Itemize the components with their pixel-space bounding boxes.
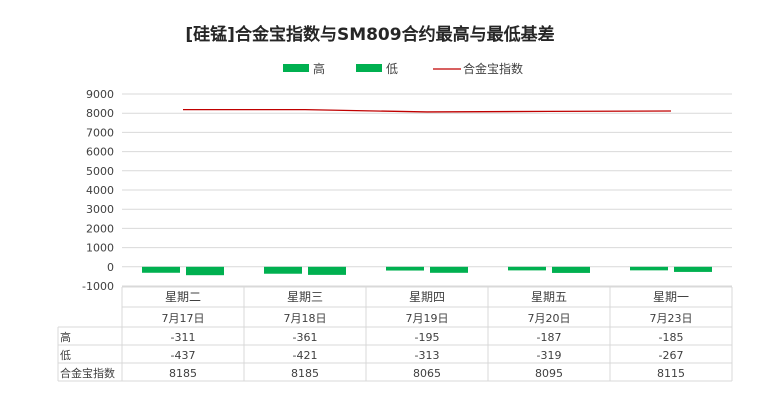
table-cell: -267 xyxy=(659,349,684,362)
x-date-label: 7月20日 xyxy=(528,312,571,325)
y-tick-label: 9000 xyxy=(86,88,114,101)
index-line-path xyxy=(183,108,672,113)
y-tick-label: 5000 xyxy=(86,165,114,178)
table-cell: -361 xyxy=(293,331,318,344)
legend-label: 合金宝指数 xyxy=(463,61,523,76)
gridlines xyxy=(122,93,732,287)
table-row-label: 低 xyxy=(60,349,71,362)
y-tick-label: 6000 xyxy=(86,146,114,159)
y-tick-label: 1000 xyxy=(86,242,114,255)
bar-high xyxy=(386,266,424,271)
bar-low xyxy=(674,266,712,272)
table-cell: -319 xyxy=(537,349,562,362)
y-tick-label: 7000 xyxy=(86,126,114,139)
data-table: 星期二 7月17日 星期三 7月18日 星期四 7月19日 星期五 7月20日 星期一 7月23日… xyxy=(57,286,733,382)
x-date-label: 7月23日 xyxy=(650,312,693,325)
bar-high xyxy=(142,266,180,273)
table-cell: -195 xyxy=(415,331,440,344)
y-tick-label: 0 xyxy=(107,261,114,274)
x-date-label: 7月17日 xyxy=(162,312,205,325)
table-cell: -185 xyxy=(659,331,684,344)
y-tick-label: 2000 xyxy=(86,222,114,235)
x-category-label: 星期四 xyxy=(409,290,445,304)
bar-high xyxy=(508,266,546,271)
x-category-label: 星期五 xyxy=(531,290,567,304)
table-cell: 8115 xyxy=(657,367,685,380)
table-cell: -187 xyxy=(537,331,562,344)
bar-high xyxy=(264,266,302,274)
table-cell: 8185 xyxy=(291,367,319,380)
legend-swatch xyxy=(356,64,382,72)
table-cell: 8065 xyxy=(413,367,441,380)
y-tick-label: 4000 xyxy=(86,184,114,197)
x-category-label: 星期三 xyxy=(287,290,323,304)
table-cell: -313 xyxy=(415,349,440,362)
bars xyxy=(142,266,712,276)
table-cell: -437 xyxy=(171,349,196,362)
x-category-label: 星期二 xyxy=(165,290,201,304)
y-tick-label: 3000 xyxy=(86,203,114,216)
y-tick-label: 8000 xyxy=(86,107,114,120)
table-row-label: 高 xyxy=(60,330,71,344)
index-line xyxy=(183,108,672,113)
legend-swatch xyxy=(283,64,309,72)
chart-title: [硅锰]合金宝指数与SM809合约最高与最低基差 xyxy=(185,24,554,45)
bar-low xyxy=(552,266,590,273)
bar-low xyxy=(186,266,224,276)
bar-low xyxy=(308,266,346,275)
table-cell: 8095 xyxy=(535,367,563,380)
x-date-label: 7月19日 xyxy=(406,312,449,325)
table-cell: -311 xyxy=(171,331,196,344)
table-cell: 8185 xyxy=(169,367,197,380)
legend-label: 低 xyxy=(386,62,398,76)
y-axis: -1000 0 1000 2000 3000 4000 5000 6000 7000 8000 90… xyxy=(82,88,114,293)
table-row-label: 合金宝指数 xyxy=(60,366,115,380)
legend-label: 高 xyxy=(313,61,325,76)
x-category-label: 星期一 xyxy=(653,290,689,304)
bar-high xyxy=(630,266,668,271)
y-tick-label: -1000 xyxy=(82,280,114,293)
table-cell: -421 xyxy=(293,349,318,362)
legend: 高 低 合金宝指数 xyxy=(283,61,523,76)
bar-low xyxy=(430,266,468,273)
x-date-label: 7月18日 xyxy=(284,312,327,325)
